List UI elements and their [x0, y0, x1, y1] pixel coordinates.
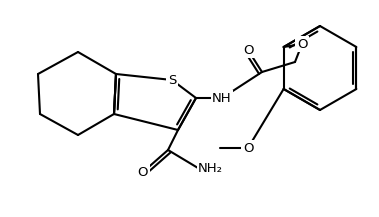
Text: S: S — [168, 74, 176, 87]
Text: NH: NH — [212, 92, 232, 105]
Text: O: O — [138, 166, 148, 179]
Text: NH₂: NH₂ — [198, 161, 223, 174]
Text: O: O — [297, 38, 307, 51]
Text: O: O — [243, 141, 253, 155]
Text: O: O — [243, 43, 253, 56]
